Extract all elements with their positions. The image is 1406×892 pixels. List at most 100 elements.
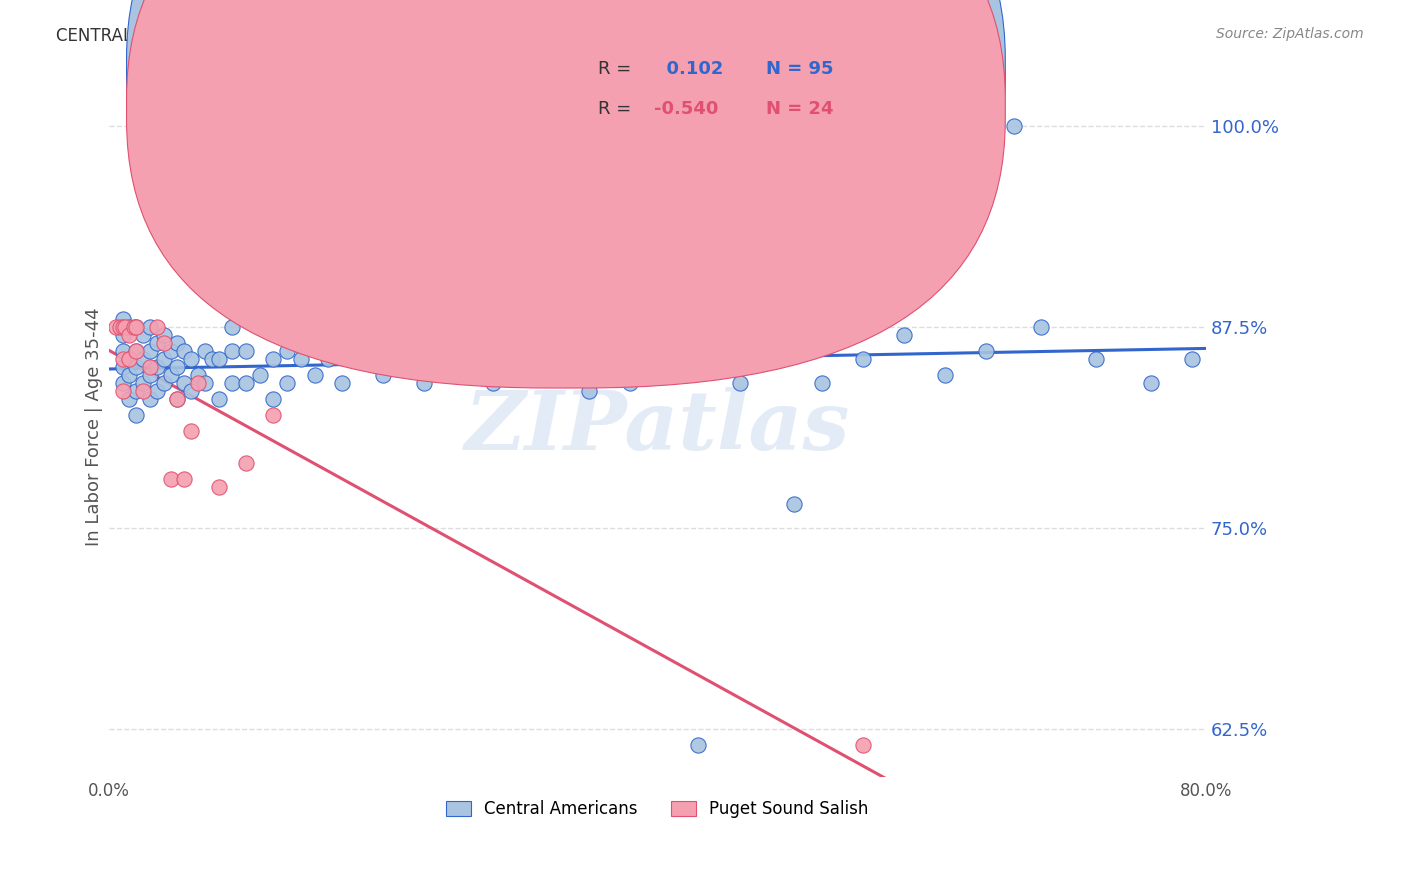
Point [359,351,381,366]
Point [235,456,257,470]
Point [290,351,312,366]
Point [159,368,181,382]
Point [180,384,202,398]
Point [235,343,257,358]
Point [426,351,449,366]
Point [111,327,134,342]
Point [118,392,141,406]
Point [207,480,229,494]
Text: -0.540: -0.540 [654,100,718,118]
Point [194,376,217,390]
Point [173,376,195,390]
Point [146,384,169,398]
Point [201,351,224,366]
Point [1085,351,1108,366]
Point [619,376,641,390]
Point [139,368,162,382]
Point [125,319,148,334]
Point [180,351,202,366]
Point [523,368,546,382]
Point [166,359,188,374]
Point [221,319,243,334]
Point [139,359,162,374]
Text: R =: R = [598,60,631,78]
Point [276,343,298,358]
Point [111,376,134,390]
Legend: Central Americans, Puget Sound Salish: Central Americans, Puget Sound Salish [439,793,876,824]
Point [173,343,195,358]
Text: Source: ZipAtlas.com: Source: ZipAtlas.com [1216,27,1364,41]
Point [132,376,155,390]
Point [125,319,148,334]
Point [146,319,169,334]
Point [125,359,148,374]
Point [564,327,586,342]
Point [262,351,284,366]
Point [934,368,956,382]
Point [344,335,367,350]
Point [187,368,209,382]
Point [180,424,202,438]
Point [139,392,162,406]
Point [152,376,174,390]
Point [139,319,162,334]
Point [173,472,195,486]
Point [152,335,174,350]
Point [481,376,503,390]
Point [755,327,778,342]
Point [330,376,353,390]
Point [454,335,477,350]
Point [111,351,134,366]
Point [125,408,148,422]
Point [166,392,188,406]
Point [1029,319,1052,334]
Point [146,359,169,374]
Point [187,376,209,390]
Point [118,351,141,366]
Point [104,319,127,334]
Point [440,368,463,382]
Point [974,343,997,358]
Point [948,119,970,133]
Point [262,392,284,406]
Point [221,343,243,358]
Point [413,376,436,390]
Text: N = 95: N = 95 [766,60,834,78]
Point [108,319,131,334]
Point [276,376,298,390]
Point [132,351,155,366]
Point [852,738,875,752]
Point [132,384,155,398]
Text: R =: R = [598,100,631,118]
Point [194,343,217,358]
Point [152,351,174,366]
Point [1140,376,1163,390]
Point [114,319,136,334]
Point [111,359,134,374]
Point [111,319,134,334]
Point [645,343,668,358]
Point [118,368,141,382]
Point [159,472,181,486]
Point [893,327,915,342]
Point [118,351,141,366]
Text: ZIPatlas: ZIPatlas [464,387,851,467]
Point [591,351,613,366]
Point [166,335,188,350]
Point [122,319,145,334]
Point [810,376,832,390]
Point [304,368,326,382]
Point [125,343,148,358]
Point [166,392,188,406]
Point [578,384,600,398]
Point [146,335,169,350]
Point [125,343,148,358]
Point [125,384,148,398]
Point [385,343,408,358]
Point [536,343,558,358]
Point [262,408,284,422]
Point [399,351,422,366]
Point [207,351,229,366]
Point [495,343,517,358]
Point [371,368,394,382]
